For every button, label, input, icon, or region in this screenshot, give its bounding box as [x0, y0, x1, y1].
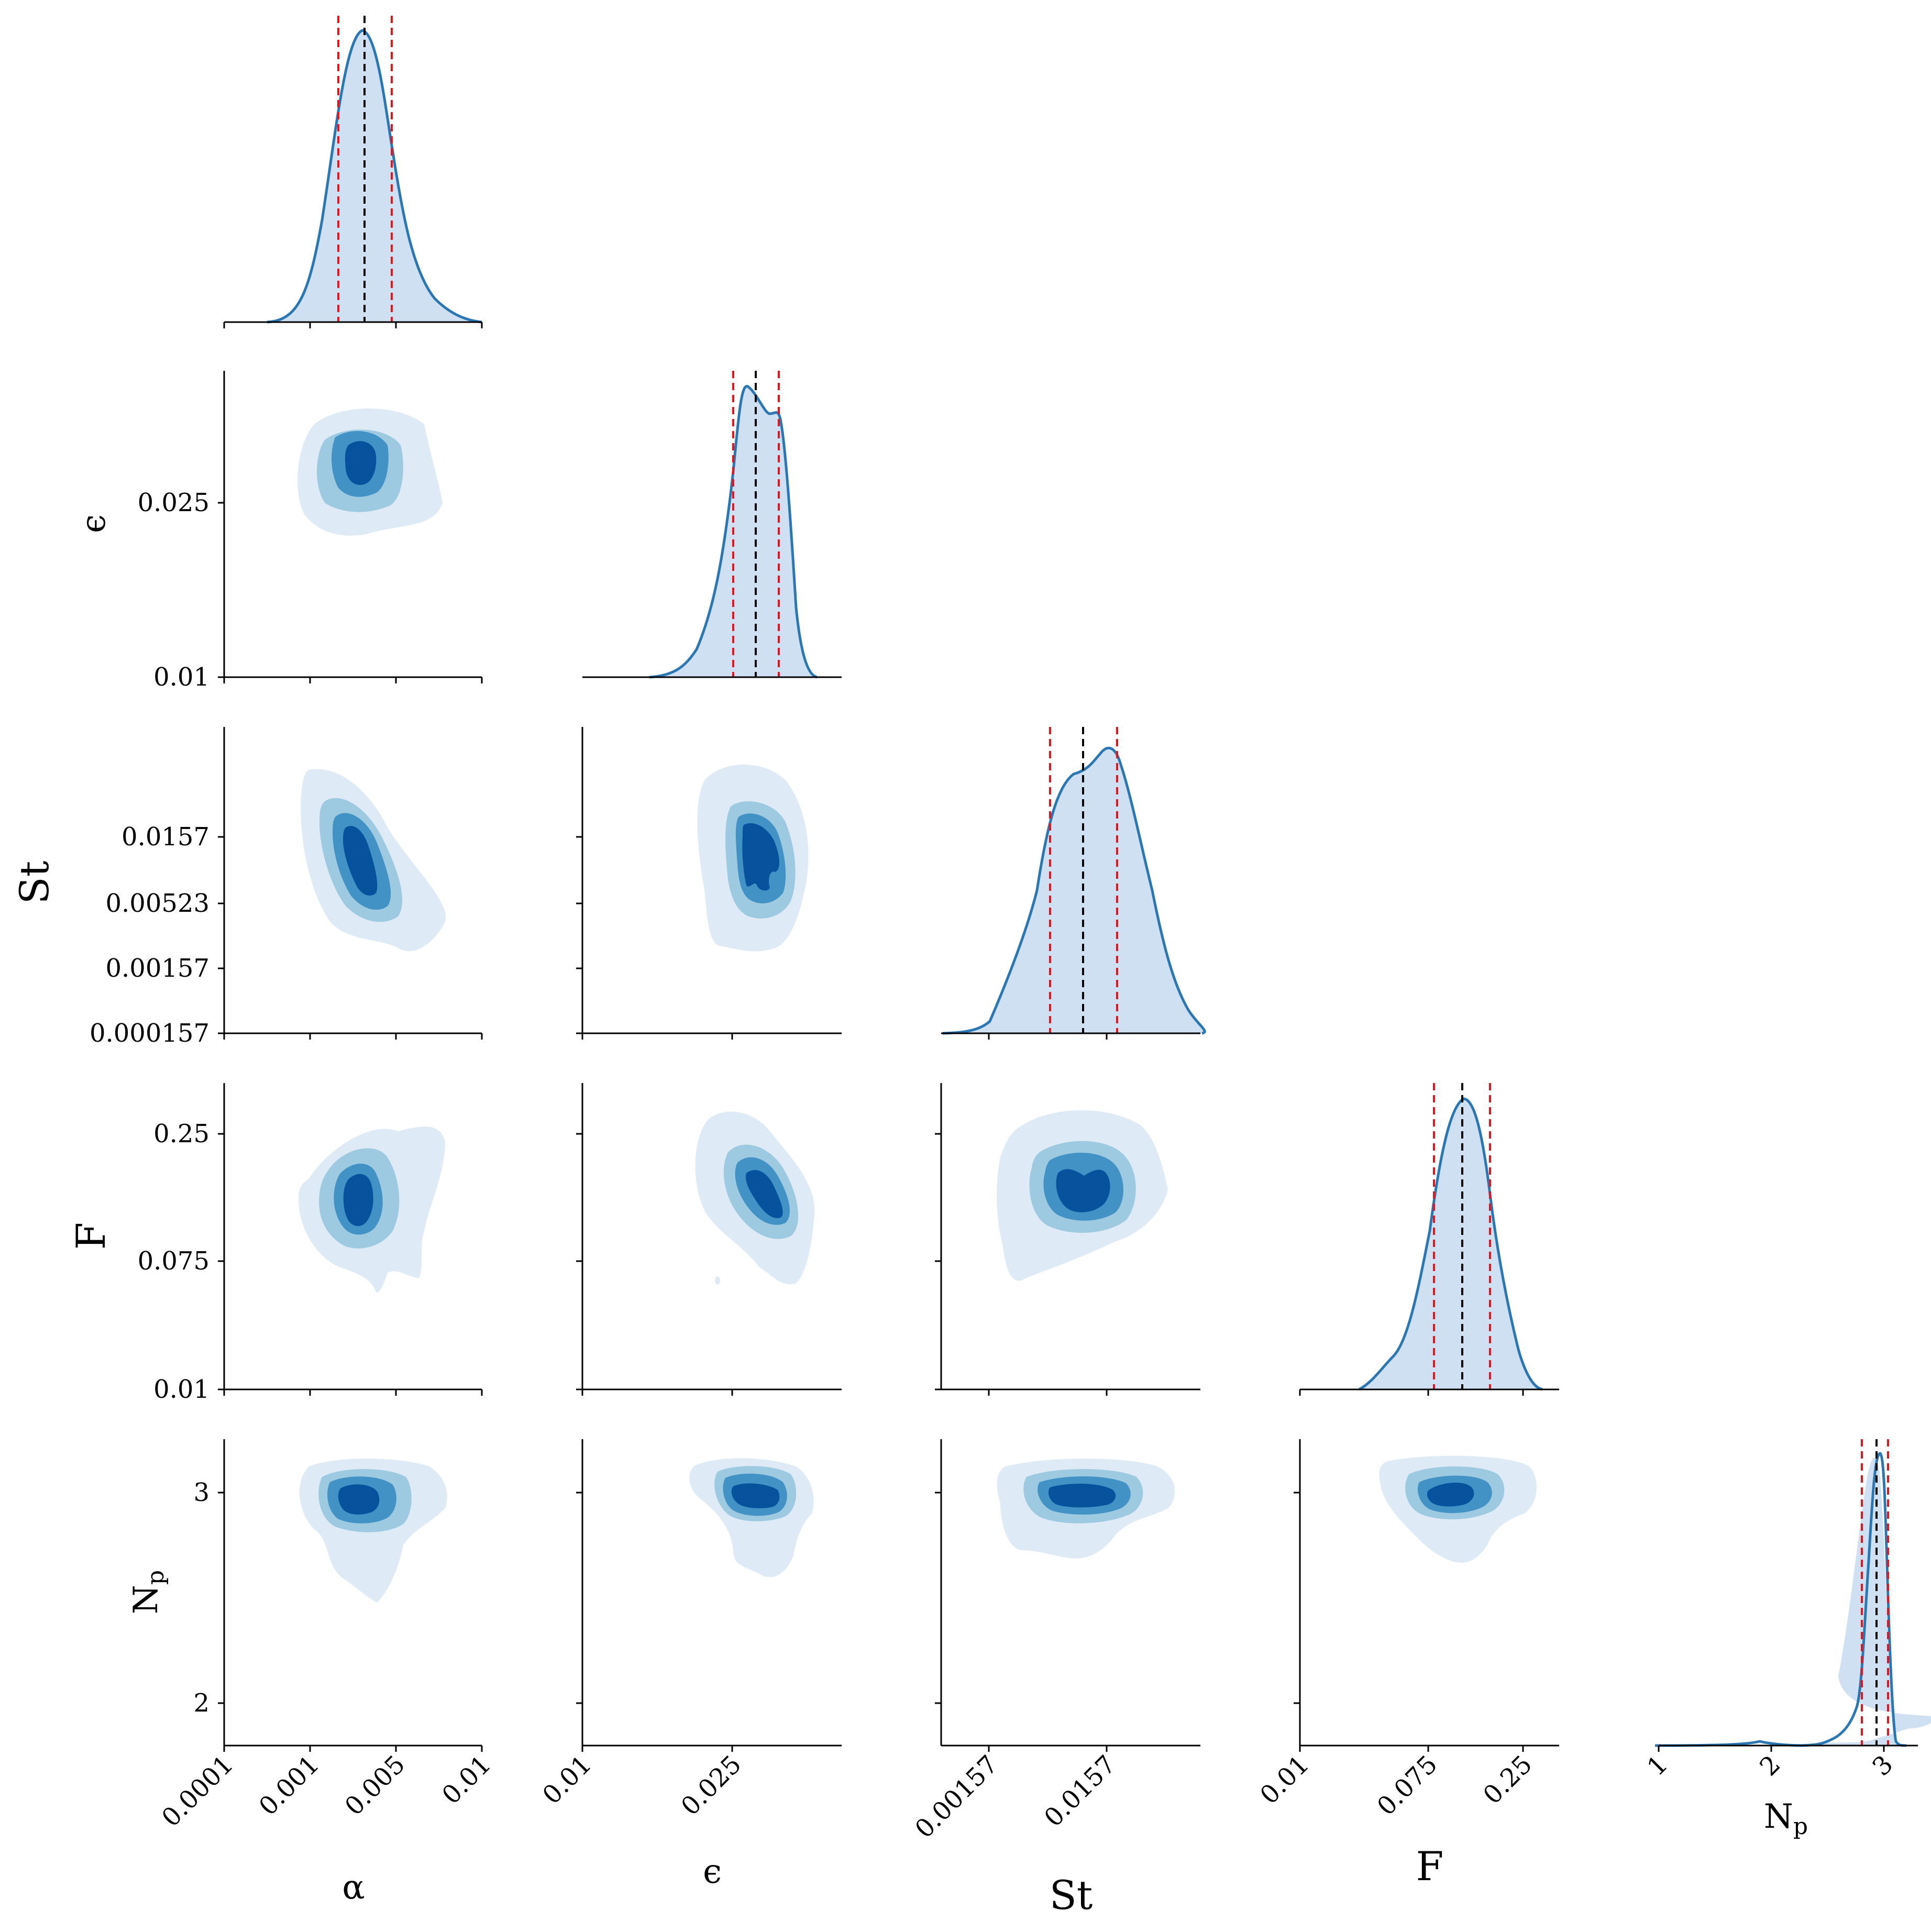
epsilon-ylabel: ϵ [74, 514, 113, 533]
panel-Np-F: 0.01 0.075 0.25 F [1254, 1439, 1559, 1890]
alpha-xlabel: α [342, 1868, 365, 1907]
contour-level-4 [343, 825, 378, 896]
panel-epsilon-alpha: 0.025 0.01 ϵ [74, 371, 483, 692]
Np-xlabel: Np [1764, 1797, 1808, 1840]
St-density-fill [943, 748, 1205, 1033]
Np-density-fill [1760, 1457, 1931, 1746]
epsilon-ytick-0.025: 0.025 [138, 488, 209, 517]
St-ytick-0.0157: 0.0157 [122, 822, 209, 852]
alpha-xtick-0.005: 0.005 [339, 1750, 411, 1821]
St-ylabel: St [11, 861, 58, 904]
contour-level-4 [745, 1170, 783, 1218]
panel-Np-epsilon: 0.01 0.025 ϵ [537, 1439, 842, 1891]
St-xtick-0.00157: 0.00157 [910, 1750, 1004, 1844]
St-xtick-0.0157: 0.0157 [1039, 1750, 1121, 1832]
epsilon-ytick-0.01: 0.01 [153, 663, 209, 692]
F-ytick-0.075: 0.075 [138, 1246, 209, 1276]
panel-F-diag [1299, 1083, 1559, 1396]
contour-level-4 [1427, 1482, 1474, 1507]
F-ytick-0.01: 0.01 [153, 1375, 209, 1404]
contour-outlier [715, 1276, 720, 1285]
epsilon-xtick-0.01: 0.01 [537, 1750, 597, 1810]
Np-xtick-3: 3 [1867, 1750, 1899, 1782]
St-density-line [942, 747, 1206, 1035]
Np-ytick-3: 3 [193, 1478, 209, 1507]
contour-level-4 [345, 441, 377, 485]
panel-St-alpha: 0.0157 0.00523 0.00157 0.000157 St [11, 727, 483, 1048]
contour-level-4 [1048, 1484, 1116, 1508]
panel-epsilon-diag [582, 371, 842, 679]
F-xtick-0.01: 0.01 [1254, 1750, 1315, 1810]
panel-Np-alpha: 3 2 Np 0.0001 0.001 0.005 0.01 α [127, 1439, 496, 1907]
contour-level-4 [742, 823, 780, 891]
F-ytick-0.25: 0.25 [153, 1119, 209, 1149]
epsilon-xtick-0.025: 0.025 [676, 1750, 747, 1821]
St-xlabel: St [1050, 1872, 1093, 1918]
contour-level-4 [343, 1174, 373, 1227]
Np-density-line [1654, 1452, 1907, 1747]
Np-xtick-2: 2 [1754, 1750, 1786, 1782]
St-ytick-0.000157: 0.000157 [90, 1019, 209, 1048]
F-xtick-0.075: 0.075 [1372, 1750, 1443, 1821]
St-ytick-0.00523: 0.00523 [106, 889, 210, 918]
contour-level-4 [731, 1483, 780, 1508]
F-ylabel: F [68, 1222, 114, 1250]
alpha-xtick-0.01: 0.01 [436, 1750, 496, 1810]
Np-ylabel: Np [127, 1570, 169, 1614]
alpha-density-line [267, 29, 482, 324]
panel-F-St [935, 1083, 1200, 1396]
contour-level-4 [338, 1484, 380, 1515]
alpha-xtick-0.001: 0.001 [253, 1750, 325, 1821]
panel-alpha-diag [223, 16, 483, 328]
panel-St-epsilon [576, 727, 842, 1040]
alpha-xtick-0.0001: 0.0001 [156, 1750, 239, 1832]
alpha-diag-xticks [223, 322, 483, 328]
F-xtick-0.25: 0.25 [1477, 1750, 1538, 1810]
Np-xtick-1: 1 [1641, 1750, 1673, 1782]
panel-Np-St: 0.00157 0.0157 St [910, 1439, 1200, 1918]
contour-level-4 [1056, 1169, 1110, 1212]
St-ytick-0.00157: 0.00157 [106, 954, 210, 983]
panel-St-diag [941, 727, 1206, 1040]
panel-Np-diag: 1 2 3 Np [1641, 1439, 1931, 1840]
panel-F-alpha: 0.25 0.075 0.01 F [68, 1083, 483, 1404]
F-density-fill [1359, 1099, 1542, 1389]
alpha-density-fill [267, 30, 482, 322]
Np-ytick-2: 2 [193, 1688, 209, 1718]
F-xlabel: F [1416, 1843, 1444, 1890]
epsilon-xlabel: ϵ [703, 1852, 722, 1891]
F-density-line [1358, 1097, 1543, 1391]
panel-F-epsilon [576, 1083, 842, 1396]
